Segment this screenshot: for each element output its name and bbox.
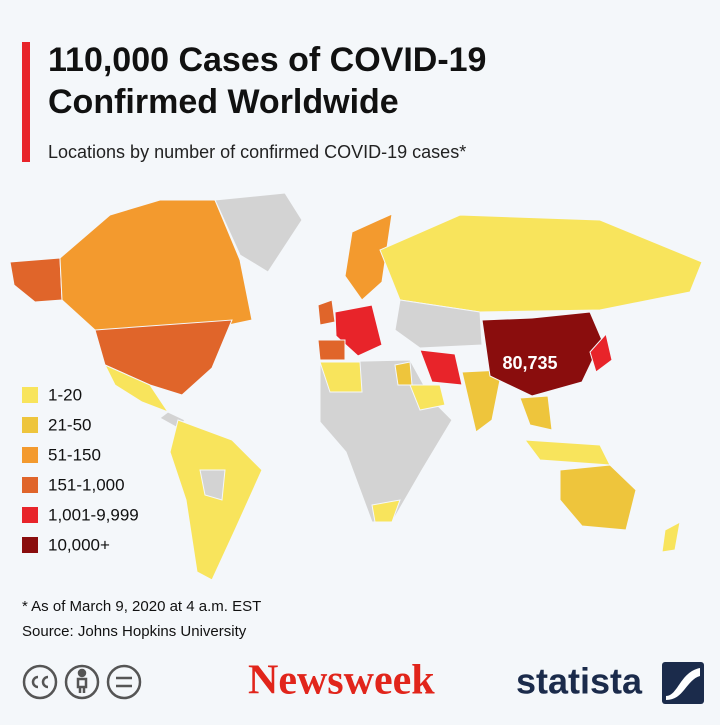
country	[481, 311, 603, 397]
statista-icon-wave	[666, 668, 700, 700]
legend-label: 21-50	[48, 415, 91, 434]
country	[419, 349, 463, 386]
statista-logo: statista	[516, 661, 643, 702]
country	[559, 464, 637, 531]
legend: 1-20 21-50 51-150 151-1,000 1,001-9,999 10,00…	[22, 385, 139, 554]
cc-icon	[22, 664, 58, 700]
country	[394, 299, 483, 349]
country	[59, 199, 253, 331]
country	[344, 213, 393, 301]
country	[199, 469, 226, 501]
country	[317, 299, 336, 326]
country	[169, 419, 263, 581]
map-annotation: 80,735	[502, 353, 557, 373]
subtitle: Locations by number of confirmed COVID-1…	[48, 142, 466, 162]
legend-label: 1-20	[48, 385, 82, 404]
license-icons	[22, 664, 142, 700]
legend-label: 10,000+	[48, 535, 110, 554]
cc-glyph	[31, 675, 49, 689]
legend-swatch	[22, 417, 38, 433]
country	[334, 304, 383, 357]
country	[214, 192, 303, 273]
legend-swatch	[22, 387, 38, 403]
title-line: Confirmed Worldwide	[48, 83, 399, 121]
by-glyph	[77, 668, 87, 678]
nd-glyph	[116, 676, 132, 688]
legend-label: 151-1,000	[48, 475, 125, 494]
country	[589, 332, 613, 373]
country	[319, 361, 363, 393]
by-icon	[64, 664, 100, 700]
footnote: * As of March 9, 2020 at 4 a.m. EST	[22, 598, 261, 615]
accent-bar	[22, 42, 30, 162]
source: Source: Johns Hopkins University	[22, 623, 247, 640]
title-line: 110,000 Cases of COVID-19	[48, 41, 486, 79]
country	[9, 257, 63, 303]
country	[461, 369, 503, 433]
country	[409, 384, 446, 411]
nd-icon	[106, 664, 142, 700]
legend-swatch	[22, 537, 38, 553]
country	[519, 395, 553, 431]
by-glyph	[76, 677, 88, 693]
legend-swatch	[22, 477, 38, 493]
country	[394, 361, 413, 386]
legend-swatch	[22, 507, 38, 523]
country	[103, 363, 170, 414]
legend-swatch	[22, 447, 38, 463]
legend-label: 1,001-9,999	[48, 505, 139, 524]
legend-label: 51-150	[48, 445, 101, 464]
world-map	[9, 192, 703, 581]
country	[661, 521, 681, 553]
country	[317, 339, 346, 361]
country	[371, 499, 401, 523]
newsweek-logo: Newsweek	[248, 658, 435, 704]
